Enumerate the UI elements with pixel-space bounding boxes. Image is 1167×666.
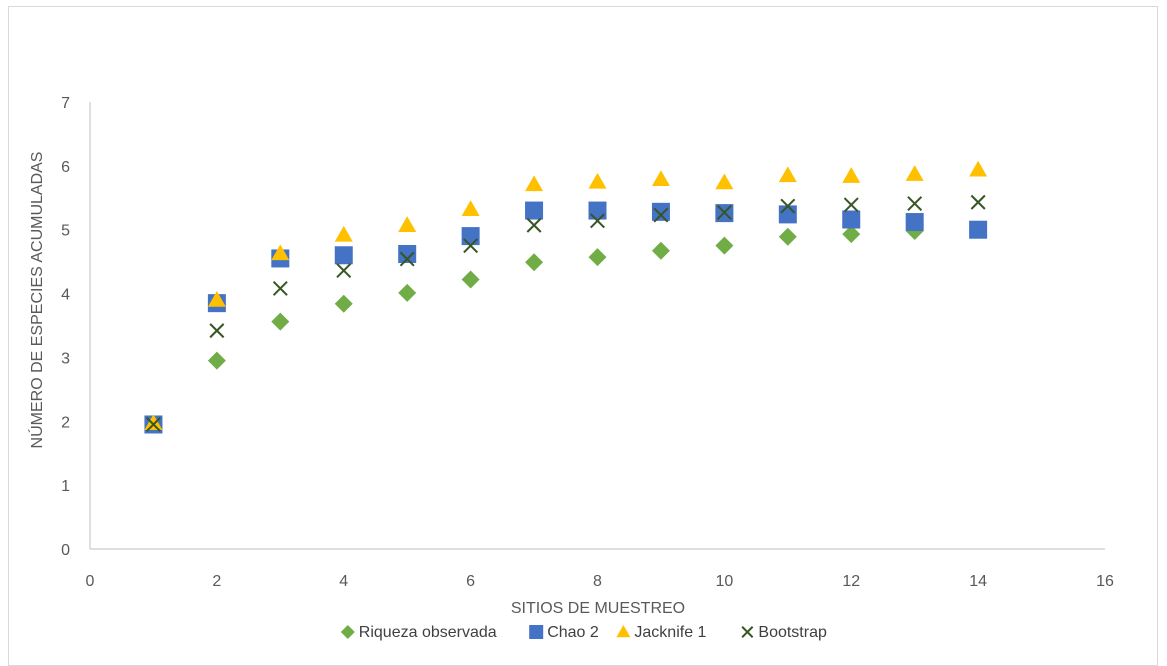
point-chao-2 xyxy=(778,205,797,224)
legend-item-riqueza-observada: Riqueza observada xyxy=(340,624,497,641)
point-jacknife-1 xyxy=(144,414,163,430)
x-tick-label: 10 xyxy=(715,573,733,590)
point-jacknife-1 xyxy=(525,175,544,192)
point-jacknife-1 xyxy=(588,172,607,189)
point-bootstrap xyxy=(336,263,352,279)
point-jacknife-1 xyxy=(398,216,417,232)
point-chao-2 xyxy=(969,220,988,239)
point-bootstrap xyxy=(399,251,415,267)
legend-marker-chao-2 xyxy=(529,625,544,639)
point-jacknife-1 xyxy=(715,173,734,190)
point-jacknife-1 xyxy=(969,160,988,177)
point-bootstrap xyxy=(526,217,542,233)
point-chao-2 xyxy=(588,201,607,220)
point-bootstrap xyxy=(653,207,669,223)
x-tick-label: 8 xyxy=(593,573,602,590)
y-tick-label: 2 xyxy=(61,414,70,431)
point-chao-2 xyxy=(905,213,924,232)
point-bootstrap xyxy=(970,194,986,210)
point-jacknife-1 xyxy=(651,170,670,187)
x-tick-label: 12 xyxy=(842,573,860,590)
legend-marker-jacknife-1 xyxy=(616,625,631,638)
series-jacknife-1 xyxy=(144,160,988,430)
x-axis-title: SITIOS DE MUESTREO xyxy=(511,600,685,617)
legend-label: Bootstrap xyxy=(758,624,827,641)
point-riqueza-observada xyxy=(398,283,417,302)
x-tick-label: 14 xyxy=(969,573,987,590)
x-tick-label: 6 xyxy=(466,573,475,590)
point-jacknife-1 xyxy=(461,200,480,217)
point-riqueza-observada xyxy=(778,227,797,246)
point-riqueza-observada xyxy=(715,236,734,255)
point-bootstrap xyxy=(907,196,923,211)
point-bootstrap xyxy=(716,205,732,220)
point-bootstrap xyxy=(272,281,288,296)
data-points xyxy=(144,160,988,434)
x-tick-label: 4 xyxy=(339,573,348,590)
point-riqueza-observada xyxy=(461,270,480,289)
point-chao-2 xyxy=(398,244,417,263)
y-tick-label: 3 xyxy=(61,350,70,367)
y-tick-label: 7 xyxy=(61,95,70,112)
point-bootstrap xyxy=(590,213,605,229)
point-riqueza-observada xyxy=(334,294,353,313)
legend-marker-bootstrap xyxy=(741,626,754,638)
legend-marker-riqueza-observada xyxy=(340,625,355,639)
legend-item-chao-2: Chao 2 xyxy=(529,624,599,641)
legend: Riqueza observada Chao 2 Jacknife 1 Bootstr… xyxy=(340,624,827,641)
legend-label: Chao 2 xyxy=(547,624,599,641)
x-tick-label: 0 xyxy=(86,573,95,590)
point-riqueza-observada xyxy=(651,241,670,260)
point-bootstrap xyxy=(780,198,796,214)
y-tick-label: 6 xyxy=(61,159,70,176)
point-bootstrap xyxy=(209,323,225,339)
y-tick-label: 4 xyxy=(61,287,70,304)
point-chao-2 xyxy=(651,202,670,221)
point-riqueza-observada xyxy=(842,225,861,244)
series-chao-2 xyxy=(144,201,988,434)
point-bootstrap xyxy=(145,417,161,432)
series-bootstrap xyxy=(145,194,986,432)
legend-label: Jacknife 1 xyxy=(634,624,706,641)
legend-label: Riqueza observada xyxy=(359,624,497,641)
point-jacknife-1 xyxy=(842,167,861,183)
point-jacknife-1 xyxy=(905,165,924,181)
point-jacknife-1 xyxy=(207,290,226,307)
y-tick-label: 0 xyxy=(61,542,70,559)
legend-item-bootstrap: Bootstrap xyxy=(741,624,827,641)
point-riqueza-observada xyxy=(588,248,607,267)
point-jacknife-1 xyxy=(271,244,290,261)
x-tick-label: 16 xyxy=(1096,573,1114,590)
point-riqueza-observada xyxy=(207,351,226,370)
point-chao-2 xyxy=(334,246,353,265)
y-tick-label: 5 xyxy=(61,223,70,240)
point-chao-2 xyxy=(525,201,544,220)
y-tick-label: 1 xyxy=(61,478,70,495)
point-bootstrap xyxy=(843,197,859,213)
series-riqueza-observada xyxy=(144,221,924,434)
point-chao-2 xyxy=(842,210,861,229)
y-axis-title: NÚMERO DE ESPECIES ACUMULADAS xyxy=(27,152,46,449)
x-tick-label: 2 xyxy=(212,573,221,590)
point-riqueza-observada xyxy=(271,312,290,331)
point-jacknife-1 xyxy=(334,225,353,242)
point-bootstrap xyxy=(463,238,479,254)
point-jacknife-1 xyxy=(778,166,797,183)
point-riqueza-observada xyxy=(525,253,544,272)
point-chao-2 xyxy=(461,227,480,246)
legend-item-jacknife-1: Jacknife 1 xyxy=(616,624,707,641)
